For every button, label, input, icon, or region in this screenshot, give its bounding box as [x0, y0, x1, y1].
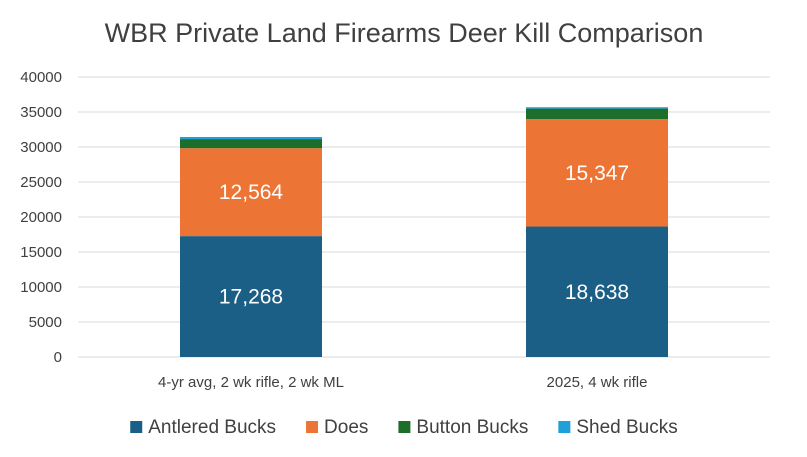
x-category-label: 4-yr avg, 2 wk rifle, 2 wk ML	[158, 374, 344, 391]
legend-swatch	[558, 421, 571, 433]
legend-item: Antlered Bucks	[130, 417, 276, 438]
legend-label: Antlered Bucks	[148, 417, 276, 438]
legend-label: Shed Bucks	[576, 417, 677, 438]
bar-segment-antlered-bucks	[180, 236, 322, 357]
y-tick-label: 35000	[20, 104, 62, 121]
legend-item: Does	[306, 417, 368, 438]
y-tick-label: 0	[54, 349, 62, 366]
bar-segment-button-bucks	[180, 139, 322, 149]
data-label: 15,347	[565, 162, 629, 185]
x-category-label: 2025, 4 wk rifle	[547, 374, 648, 391]
bar-segment-shed-bucks	[526, 107, 668, 109]
x-axis-categories: 4-yr avg, 2 wk rifle, 2 wk ML 2025, 4 wk …	[158, 374, 647, 391]
y-axis-ticks: 0 5000 10000 15000 20000 25000 30000 35000 40000	[20, 69, 62, 366]
chart-title: WBR Private Land Firearms Deer Kill Comp…	[105, 18, 704, 48]
bars	[180, 107, 668, 357]
legend-label: Button Bucks	[416, 417, 528, 438]
legend-label: Does	[324, 417, 368, 438]
bar-segment-shed-bucks	[180, 136, 322, 140]
y-tick-label: 40000	[20, 69, 62, 86]
y-tick-label: 10000	[20, 279, 62, 296]
y-tick-label: 25000	[20, 174, 62, 191]
legend-swatch	[306, 421, 319, 433]
legend: Antlered Bucks Does Button Bucks Shed Bucks	[130, 417, 678, 438]
bar-segment-does	[526, 119, 668, 227]
y-tick-label: 5000	[29, 314, 62, 331]
bar-segment-does	[180, 148, 322, 237]
legend-item: Button Bucks	[398, 417, 528, 438]
bar-segment-button-bucks	[526, 108, 668, 120]
data-label: 12,564	[219, 181, 284, 204]
y-tick-label: 20000	[20, 209, 62, 226]
legend-swatch	[130, 421, 143, 433]
y-tick-label: 15000	[20, 244, 62, 261]
bar-segment-antlered-bucks	[526, 226, 668, 357]
legend-item: Shed Bucks	[558, 417, 678, 438]
legend-swatch	[398, 421, 411, 433]
data-label: 18,638	[565, 281, 629, 304]
data-labels: 17,268 12,564 18,638 15,347	[219, 162, 629, 309]
y-tick-label: 30000	[20, 139, 62, 156]
data-label: 17,268	[219, 286, 283, 309]
